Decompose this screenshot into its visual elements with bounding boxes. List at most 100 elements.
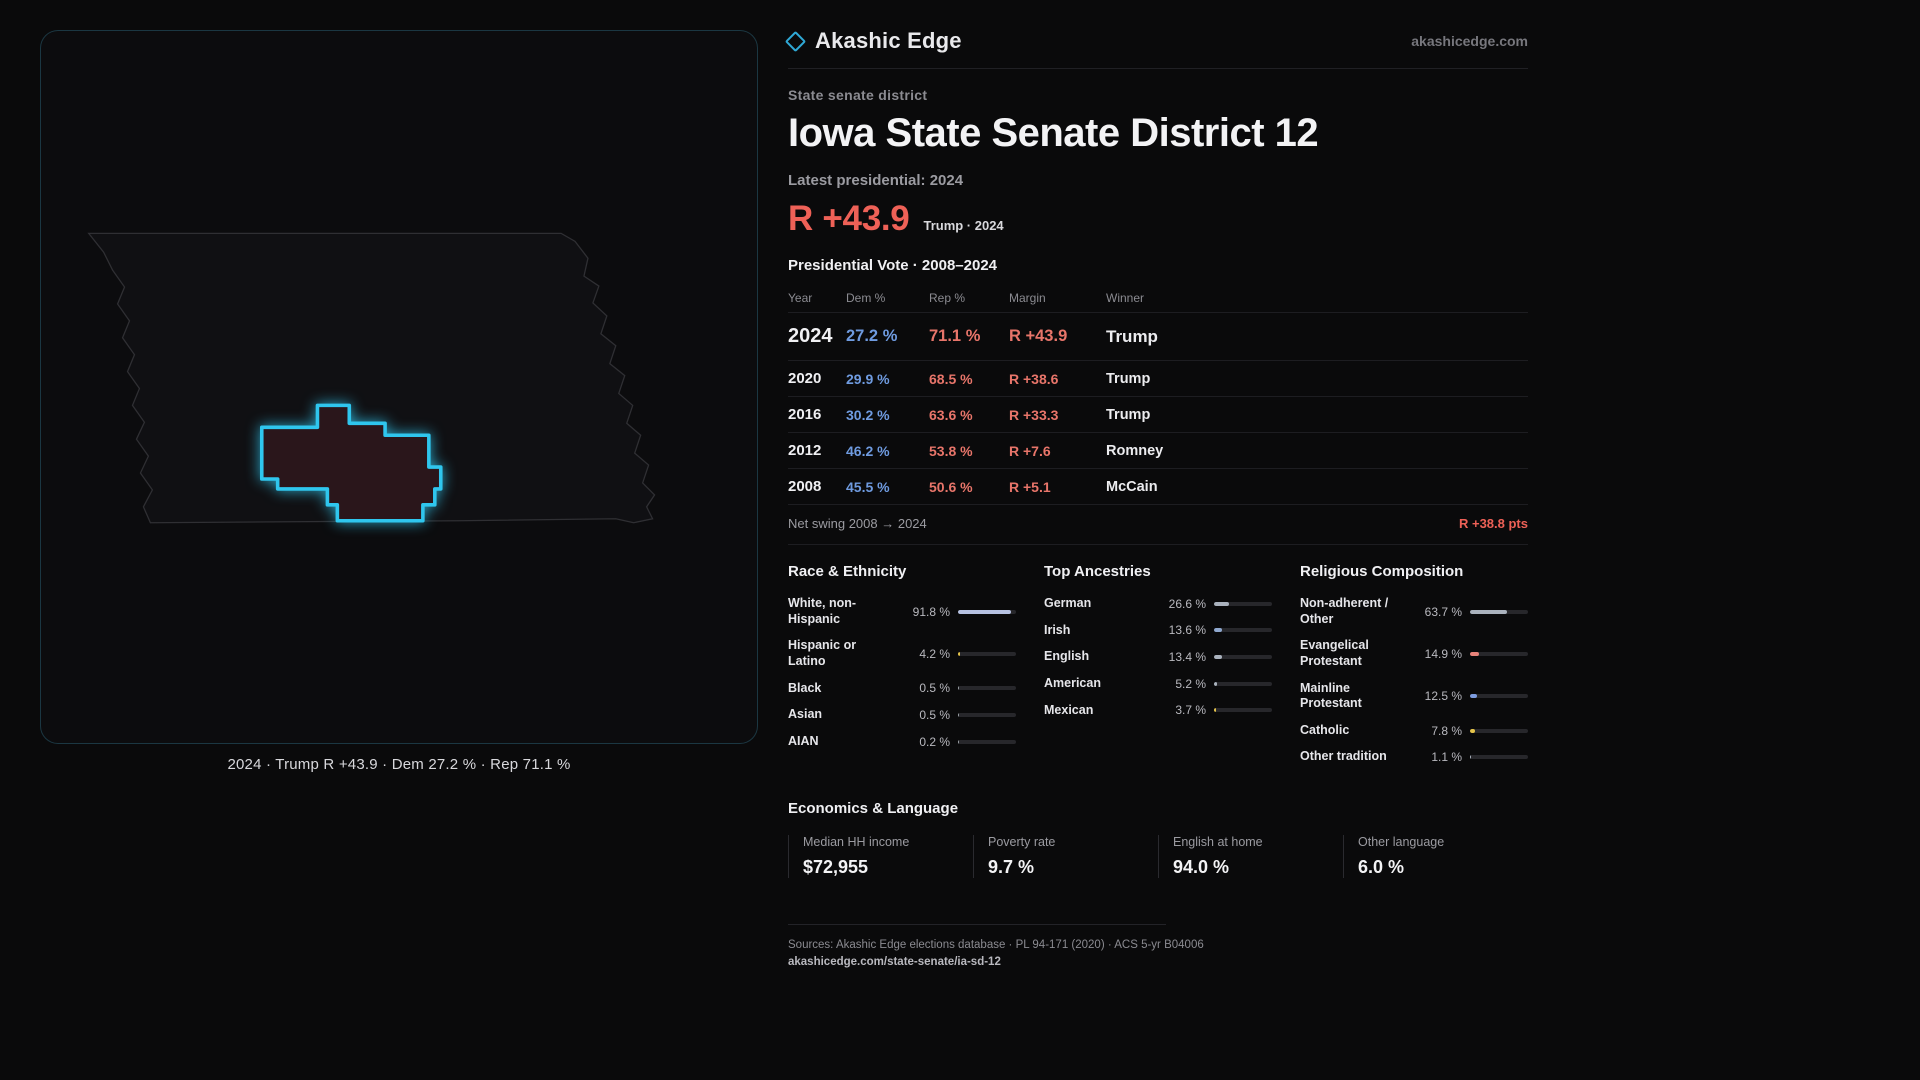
- stat-label: Other language: [1358, 835, 1445, 849]
- stat-value: 94.0 %: [1173, 857, 1230, 877]
- demo-value: 13.4 %: [1168, 650, 1206, 665]
- demo-bar-fill: [1470, 694, 1478, 699]
- margin-cell: R +5.1: [1009, 478, 1051, 495]
- vote-table: Year Dem % Rep % Margin Winner 2024 27.2…: [788, 284, 1528, 505]
- demo-label: Evangelical Protestant: [1300, 638, 1369, 668]
- net-swing-row: Net swing 2008 → 2024 R +38.8 pts: [788, 505, 1528, 545]
- demo-value: 63.7 %: [1424, 604, 1462, 619]
- margin-cell: R +33.3: [1009, 406, 1059, 423]
- stat-median-hh-income: Median HH income $72,955: [788, 835, 973, 878]
- page-title: Iowa State Senate District 12: [788, 111, 1319, 155]
- demo-bar-fill: [1214, 628, 1222, 633]
- district-map: [87, 232, 656, 524]
- demo-item: Non-adherent / Other 63.7 %: [1300, 596, 1528, 627]
- demo-item: American 5.2 %: [1044, 676, 1272, 692]
- demo-item: Asian 0.5 %: [788, 707, 1016, 723]
- winner-cell: McCain: [1106, 478, 1158, 495]
- demo-bar: [1470, 694, 1528, 699]
- demo-value: 0.5 %: [919, 707, 950, 722]
- year-cell: 2020: [788, 370, 822, 387]
- stat-value: 6.0 %: [1358, 857, 1405, 877]
- net-swing-label: Net swing 2008 → 2024: [788, 516, 927, 531]
- demo-value: 4.2 %: [919, 646, 950, 661]
- demo-value: 7.8 %: [1431, 723, 1462, 738]
- table-row: 2016 30.2 % 63.6 % R +33.3 Trump: [788, 397, 1528, 433]
- demo-bar-fill: [1214, 681, 1218, 686]
- demo-label: American: [1044, 675, 1101, 690]
- dem-cell: 27.2 %: [846, 327, 898, 345]
- demo-bar: [1470, 755, 1528, 760]
- demo-bar-fill: [1214, 601, 1230, 606]
- brand-name: Akashic Edge: [815, 28, 962, 53]
- demo-item: Other tradition 1.1 %: [1300, 749, 1528, 765]
- economics-title: Economics & Language: [788, 800, 959, 817]
- demo-label: German: [1044, 596, 1092, 610]
- dem-cell: 29.9 %: [846, 370, 890, 387]
- winner-cell: Trump: [1106, 370, 1151, 387]
- demo-value: 26.6 %: [1168, 596, 1206, 611]
- demo-label: AIAN: [788, 733, 819, 748]
- section-title: Religious Composition: [1300, 563, 1464, 580]
- demo-item: Catholic 7.8 %: [1300, 723, 1528, 739]
- stat-value: 9.7 %: [988, 857, 1035, 877]
- brand-site-link[interactable]: akashicedge.com: [1411, 33, 1528, 49]
- year-cell: 2024: [788, 325, 833, 347]
- map-panel: [40, 30, 758, 744]
- table-row: 2012 46.2 % 53.8 % R +7.6 Romney: [788, 433, 1528, 469]
- iowa-state-outline: [87, 232, 656, 524]
- table-row: 2020 29.9 % 68.5 % R +38.6 Trump: [788, 361, 1528, 397]
- stat-other-language: Other language 6.0 %: [1343, 835, 1528, 878]
- demo-bar-fill: [1470, 755, 1471, 760]
- demo-bar-fill: [1470, 609, 1507, 614]
- demo-label: Hispanic or Latino: [788, 638, 857, 668]
- demo-bar-fill: [1214, 708, 1217, 713]
- demo-bar: [1214, 708, 1272, 713]
- demo-label: Other tradition: [1300, 749, 1387, 764]
- demo-label: Black: [788, 680, 822, 695]
- district-shape: [259, 403, 443, 523]
- demo-bar: [1214, 601, 1272, 606]
- col-margin: Margin: [1009, 291, 1046, 305]
- headline-margin: R +43.9: [788, 199, 910, 238]
- economics-stats: Median HH income $72,955 Poverty rate 9.…: [788, 835, 1528, 878]
- winner-cell: Trump: [1106, 326, 1158, 346]
- stat-label: Poverty rate: [988, 835, 1056, 849]
- latest-presidential-label: Latest presidential: 2024: [788, 172, 964, 189]
- demo-bar: [1470, 609, 1528, 614]
- col-rep: Rep %: [929, 291, 966, 305]
- demo-item: Mexican 3.7 %: [1044, 703, 1272, 719]
- demo-item: Hispanic or Latino 4.2 %: [788, 638, 1016, 669]
- demo-bar-fill: [958, 651, 961, 656]
- rep-cell: 68.5 %: [929, 370, 973, 387]
- col-year: Year: [788, 291, 813, 305]
- margin-cell: R +38.6: [1009, 370, 1059, 387]
- demo-value: 0.2 %: [919, 734, 950, 749]
- stat-poverty-rate: Poverty rate 9.7 %: [973, 835, 1158, 878]
- demo-value: 1.1 %: [1431, 750, 1462, 765]
- year-cell: 2008: [788, 478, 822, 495]
- demo-value: 5.2 %: [1175, 676, 1206, 691]
- rep-cell: 50.6 %: [929, 478, 973, 495]
- rep-cell: 63.6 %: [929, 406, 973, 423]
- net-swing-value: R +38.8 pts: [1458, 516, 1528, 531]
- demo-item: Evangelical Protestant 14.9 %: [1300, 638, 1528, 669]
- demo-label: White, non-Hispanic: [788, 596, 857, 626]
- col-winner: Winner: [1106, 291, 1145, 305]
- demo-value: 12.5 %: [1424, 689, 1462, 704]
- demo-value: 3.7 %: [1175, 703, 1206, 718]
- rep-cell: 53.8 %: [929, 442, 973, 459]
- demo-bar: [958, 739, 1016, 744]
- demo-bar: [1214, 681, 1272, 686]
- footer-divider: [788, 924, 1166, 925]
- demo-label: Non-adherent / Other: [1300, 596, 1389, 626]
- footer-permalink[interactable]: akashicedge.com/state-senate/ia-sd-12: [788, 956, 1001, 968]
- demo-value: 14.9 %: [1424, 646, 1462, 661]
- section-title: Top Ancestries: [1044, 563, 1151, 580]
- vote-table-title: Presidential Vote · 2008–2024: [788, 257, 998, 274]
- margin-cell: R +43.9: [1009, 327, 1068, 345]
- demo-bar: [1214, 655, 1272, 660]
- demo-item: English 13.4 %: [1044, 649, 1272, 665]
- demo-bar: [1470, 728, 1528, 733]
- winner-cell: Trump: [1106, 406, 1151, 423]
- demo-value: 0.5 %: [919, 681, 950, 696]
